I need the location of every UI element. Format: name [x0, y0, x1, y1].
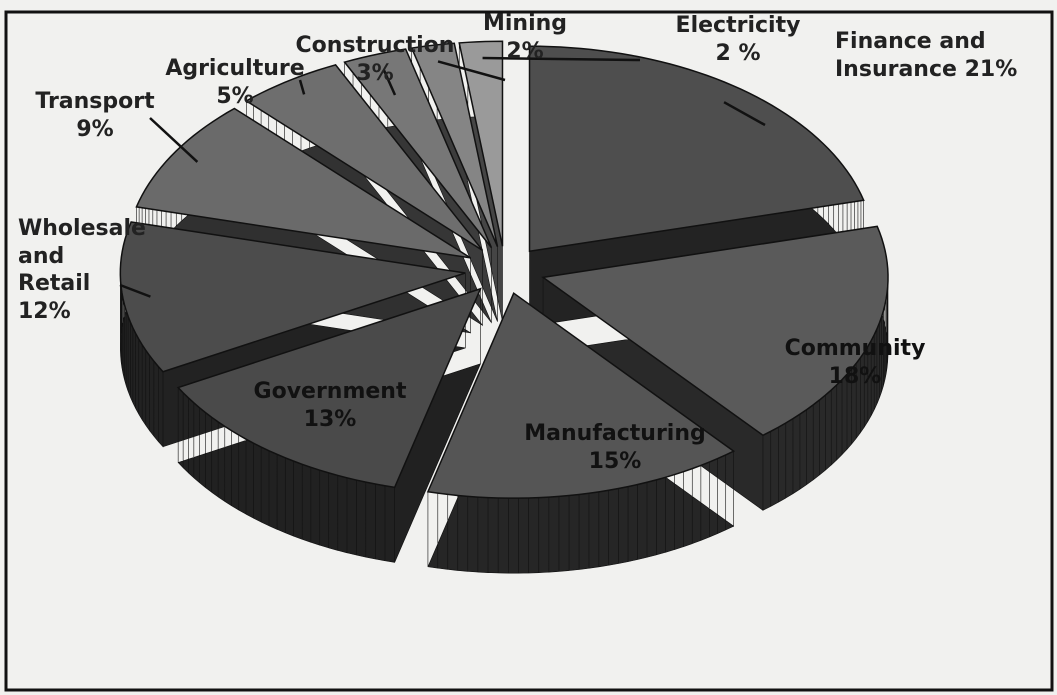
value-label: 2% [506, 38, 544, 64]
data-label: Finance and Insurance 21% [835, 28, 1035, 83]
slice [410, 42, 499, 247]
value-label: 5% [216, 83, 254, 109]
data-label: Wholesale and Retail 12% [18, 215, 146, 325]
data-label: Construction 3% [290, 32, 460, 87]
value-label: 12% [18, 298, 71, 324]
slice [119, 221, 466, 373]
value-label: 3% [356, 60, 394, 86]
value-label: 9% [76, 116, 114, 142]
category-label: Agriculture [165, 56, 305, 81]
slice [135, 107, 471, 259]
slice [528, 45, 865, 253]
data-label: Electricity 2 % [668, 12, 808, 67]
slice [458, 40, 504, 247]
category-label: Wholesale and Retail [18, 216, 146, 296]
slice [176, 287, 482, 489]
category-label: Government [253, 379, 407, 404]
category-label: Manufacturing [524, 421, 706, 446]
category-label: Mining [482, 11, 568, 36]
leader-line [149, 117, 199, 163]
value-label: 2 % [715, 40, 761, 66]
data-label: Community 18% [770, 335, 940, 390]
leader-line [482, 56, 641, 62]
leader-line [437, 60, 506, 82]
leader-line [119, 283, 151, 298]
data-label: Transport 9% [20, 88, 170, 143]
slice [244, 63, 484, 251]
category-label: Finance and Insurance [835, 29, 986, 82]
slice [541, 225, 889, 437]
frame [4, 10, 1054, 692]
value-label: 18% [828, 363, 882, 389]
leader-line [382, 69, 397, 96]
data-label: Agriculture 5% [160, 55, 310, 110]
leader-line [298, 79, 306, 95]
value-label: 15% [588, 448, 642, 474]
slice [343, 48, 493, 249]
leader-line [723, 101, 766, 127]
data-label: Government 13% [240, 378, 420, 433]
category-label: Transport [35, 89, 155, 114]
data-label: Mining 2% [470, 10, 580, 65]
value-label: 13% [303, 406, 357, 432]
slice [426, 292, 736, 499]
data-label: Manufacturing 15% [500, 420, 730, 475]
category-label: Construction [295, 33, 455, 58]
category-label: Electricity [675, 13, 801, 38]
category-label: Community [784, 336, 926, 361]
value-label: 21% [964, 56, 1018, 82]
